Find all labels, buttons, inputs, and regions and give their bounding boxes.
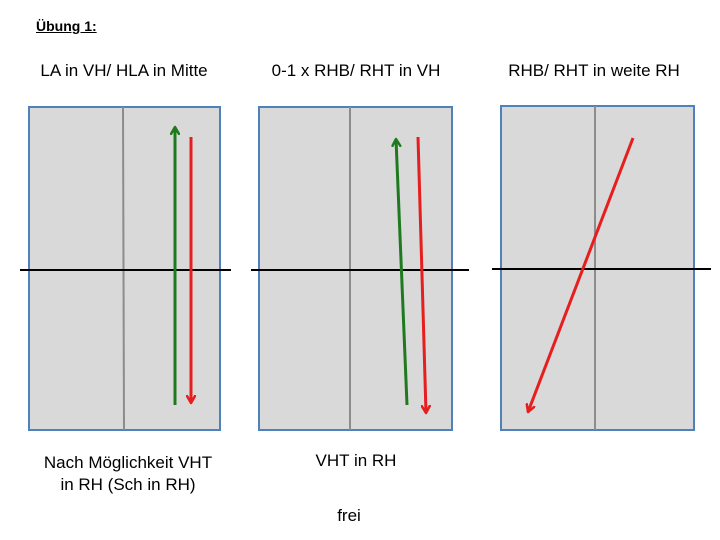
panel-3-red-arrow [528, 137, 635, 412]
panel-3-heading: RHB/ RHT in weite RH [508, 61, 680, 80]
panel-2-red-arrow [416, 136, 426, 413]
panel-2-footer: VHT in RH [315, 451, 397, 470]
panel-3-court [492, 105, 711, 431]
panel-1-center-line [122, 106, 125, 431]
panel-1-footer: Nach Möglichkeit VHT in RH (Sch in RH) [26, 452, 230, 496]
panel-2-heading: 0-1 x RHB/ RHT in VH [271, 61, 441, 80]
panel-2-court [251, 106, 469, 431]
panel-2-green-arrow [396, 139, 409, 406]
free-note: frei [337, 506, 361, 525]
panel-1-heading: LA in VH/ HLA in Mitte [40, 61, 208, 80]
exercise-title: Übung 1: [36, 18, 97, 34]
panel-1-court [20, 106, 231, 431]
panel-1-footer-line-2: in RH (Sch in RH) [60, 475, 196, 494]
panel-1-footer-line-1: Nach Möglichkeit VHT [43, 453, 213, 472]
